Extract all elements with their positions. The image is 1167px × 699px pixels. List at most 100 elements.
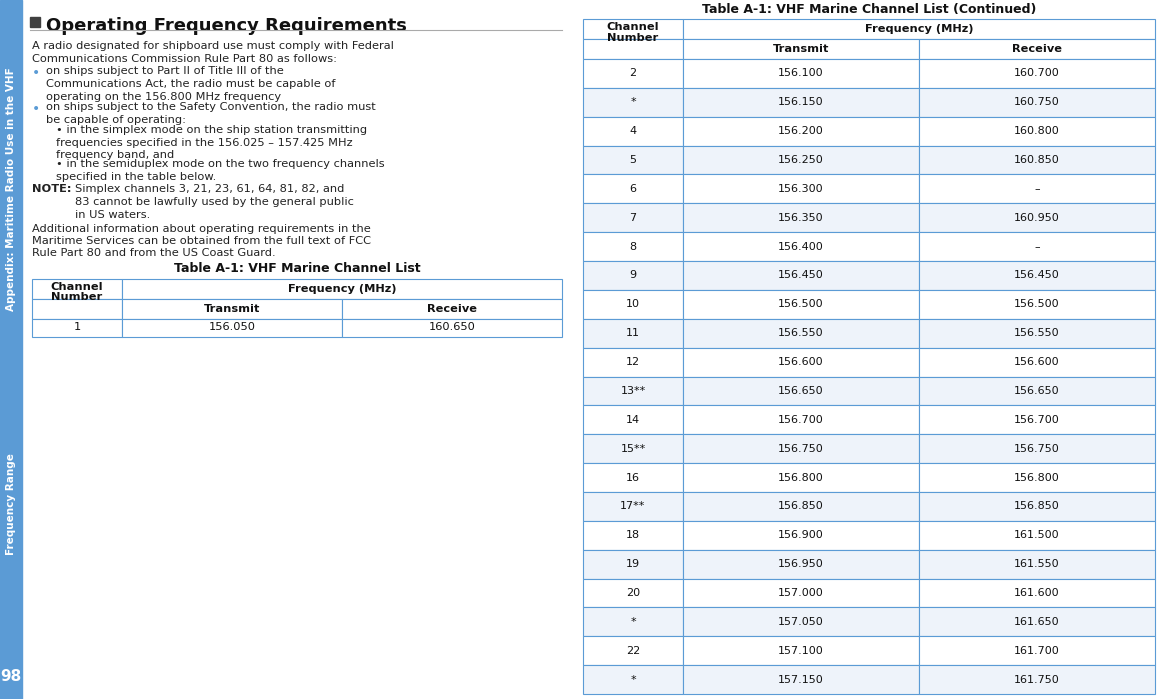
Bar — [683, 59, 918, 88]
Text: –: – — [1034, 184, 1040, 194]
Bar — [123, 278, 562, 298]
Text: 156.850: 156.850 — [1014, 501, 1060, 512]
Bar — [683, 434, 918, 463]
Text: Channel: Channel — [607, 22, 659, 32]
Text: A radio designated for shipboard use must comply with Federal: A radio designated for shipboard use mus… — [32, 41, 394, 51]
Bar — [918, 579, 1155, 607]
Text: 22: 22 — [626, 646, 641, 656]
Text: 156.950: 156.950 — [778, 559, 824, 569]
Text: 156.200: 156.200 — [778, 126, 824, 136]
Bar — [683, 145, 918, 175]
Bar — [584, 579, 683, 607]
Bar — [918, 39, 1155, 59]
Text: Communications Commission Rule Part 80 as follows:: Communications Commission Rule Part 80 a… — [32, 54, 337, 64]
Text: be capable of operating:: be capable of operating: — [46, 115, 186, 125]
Bar — [584, 203, 683, 232]
Bar — [584, 492, 683, 521]
Text: Transmit: Transmit — [204, 303, 260, 313]
Text: 20: 20 — [626, 588, 640, 598]
Text: 156.750: 156.750 — [1014, 444, 1060, 454]
Text: Frequency Range: Frequency Range — [6, 453, 16, 555]
Bar — [584, 405, 683, 434]
Bar — [918, 463, 1155, 492]
Bar — [918, 434, 1155, 463]
Text: 156.600: 156.600 — [1014, 357, 1060, 367]
Text: 1: 1 — [74, 322, 81, 333]
Text: Rule Part 80 and from the US Coast Guard.: Rule Part 80 and from the US Coast Guard… — [32, 249, 275, 259]
Bar — [918, 88, 1155, 117]
Bar — [683, 347, 918, 377]
Text: Simplex channels 3, 21, 23, 61, 64, 81, 82, and: Simplex channels 3, 21, 23, 61, 64, 81, … — [75, 185, 344, 194]
Text: 2: 2 — [629, 69, 636, 78]
Bar — [683, 521, 918, 549]
Text: 13**: 13** — [621, 386, 645, 396]
Text: *: * — [630, 675, 636, 684]
Text: 156.300: 156.300 — [778, 184, 824, 194]
Text: 156.700: 156.700 — [778, 415, 824, 425]
Bar — [918, 59, 1155, 88]
Bar — [683, 19, 1155, 39]
Text: 160.950: 160.950 — [1014, 212, 1060, 223]
Text: 161.550: 161.550 — [1014, 559, 1060, 569]
Text: 7: 7 — [629, 212, 636, 223]
Bar — [683, 549, 918, 579]
Text: 156.700: 156.700 — [1014, 415, 1060, 425]
Bar — [584, 549, 683, 579]
Bar — [342, 319, 562, 336]
Bar — [918, 377, 1155, 405]
Bar — [683, 39, 918, 59]
Text: 156.750: 156.750 — [778, 444, 824, 454]
Text: 11: 11 — [626, 329, 640, 338]
Text: 156.250: 156.250 — [778, 155, 824, 165]
Text: Transmit: Transmit — [773, 44, 830, 54]
Bar — [584, 463, 683, 492]
Bar — [683, 203, 918, 232]
Text: 156.500: 156.500 — [778, 299, 824, 310]
Text: Additional information about operating requirements in the: Additional information about operating r… — [32, 224, 371, 233]
Text: 161.750: 161.750 — [1014, 675, 1060, 684]
Text: –: – — [1034, 242, 1040, 252]
Text: 160.850: 160.850 — [1014, 155, 1060, 165]
Bar — [683, 232, 918, 261]
Bar — [123, 298, 342, 319]
Bar — [32, 278, 123, 298]
Text: 15**: 15** — [621, 444, 645, 454]
Text: 160.800: 160.800 — [1014, 126, 1060, 136]
Bar — [584, 290, 683, 319]
Text: 83 cannot be lawfully used by the general public: 83 cannot be lawfully used by the genera… — [75, 197, 354, 207]
Bar — [32, 319, 123, 336]
Bar — [584, 319, 683, 347]
Text: *: * — [630, 617, 636, 627]
Bar — [918, 175, 1155, 203]
Text: 18: 18 — [626, 531, 640, 540]
Bar — [683, 319, 918, 347]
Text: frequencies specified in the 156.025 – 157.425 MHz: frequencies specified in the 156.025 – 1… — [56, 138, 352, 147]
Bar — [342, 298, 562, 319]
Bar — [918, 290, 1155, 319]
Bar — [918, 607, 1155, 636]
Text: 160.750: 160.750 — [1014, 97, 1060, 107]
Bar — [918, 117, 1155, 145]
Text: Receive: Receive — [427, 303, 477, 313]
Bar — [584, 665, 683, 694]
Bar — [918, 319, 1155, 347]
Bar — [683, 607, 918, 636]
Text: 5: 5 — [629, 155, 636, 165]
Bar — [0, 0, 22, 699]
Bar — [683, 492, 918, 521]
Text: Number: Number — [51, 292, 103, 303]
Text: •: • — [32, 103, 40, 117]
Text: 17**: 17** — [621, 501, 645, 512]
Text: 156.900: 156.900 — [778, 531, 824, 540]
Text: *: * — [630, 97, 636, 107]
Text: 19: 19 — [626, 559, 640, 569]
Bar — [683, 579, 918, 607]
Text: frequency band, and: frequency band, and — [56, 150, 174, 160]
Text: 161.500: 161.500 — [1014, 531, 1060, 540]
Text: 14: 14 — [626, 415, 640, 425]
Bar — [683, 377, 918, 405]
Text: 9: 9 — [629, 271, 636, 280]
Bar — [32, 298, 123, 319]
Text: 156.550: 156.550 — [778, 329, 824, 338]
Text: 156.050: 156.050 — [209, 322, 256, 333]
